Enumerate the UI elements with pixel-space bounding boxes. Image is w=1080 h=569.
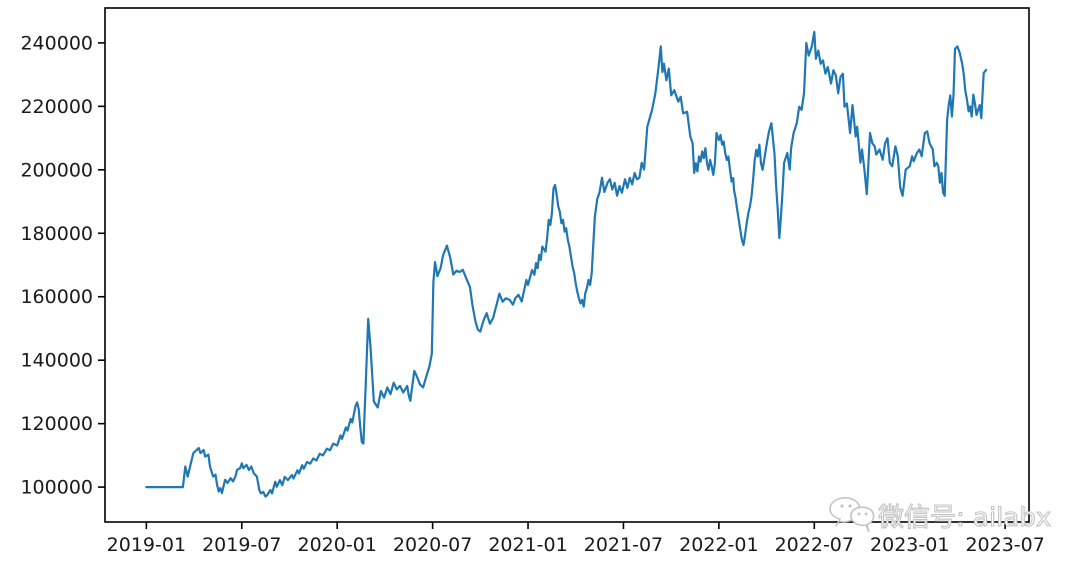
x-tick-label: 2023-01 (870, 534, 949, 556)
x-tick-label: 2022-01 (679, 534, 758, 556)
y-tick-label: 180000 (20, 223, 93, 245)
axes: 100000 120000 140000 160000 180000 200000 2200… (20, 32, 1044, 556)
y-tick-label: 100000 (20, 477, 93, 499)
plot-frame (104, 7, 1030, 523)
x-tick-label: 2020-07 (393, 534, 472, 556)
x-tick-label: 2022-07 (775, 534, 854, 556)
watermark-text: 微信号: ailabx (878, 503, 1051, 533)
y-tick-label: 160000 (20, 286, 93, 308)
y-tick-label: 240000 (20, 32, 93, 54)
x-tick-label: 2023-07 (965, 534, 1044, 556)
equity-line-layer (145, 30, 988, 498)
x-tick-label: 2019-07 (202, 534, 281, 556)
y-tick-label: 120000 (20, 413, 93, 435)
y-tick-label: 200000 (20, 159, 93, 181)
x-tick-label: 2019-01 (107, 534, 186, 556)
wechat-icon (829, 497, 875, 533)
y-tick-label: 220000 (20, 96, 93, 118)
equity-line (145, 30, 988, 498)
x-tick-label: 2020-01 (297, 534, 376, 556)
x-tick-label: 2021-01 (488, 534, 567, 556)
y-tick-label: 140000 (20, 350, 93, 372)
wechat-watermark: 微信号: ailabx (829, 497, 1052, 534)
x-tick-label: 2021-07 (584, 534, 663, 556)
